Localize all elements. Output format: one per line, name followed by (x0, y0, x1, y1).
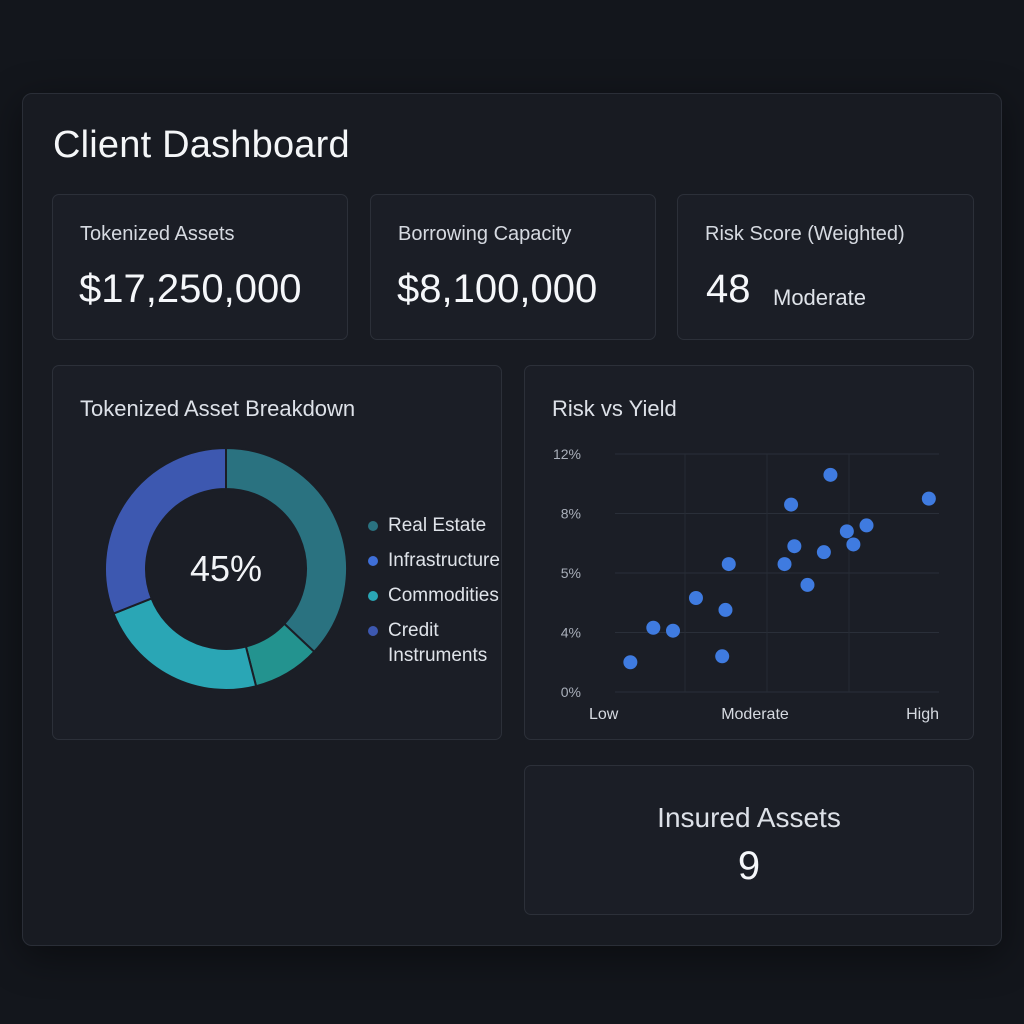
borrowing-capacity-label: Borrowing Capacity (398, 223, 572, 245)
insured-assets-card[interactable]: Insured Assets 9 (524, 765, 974, 915)
scatter-point-7[interactable] (721, 557, 736, 572)
donut-slice-real-estate (225, 446, 348, 654)
risk-score-value: 48 (706, 267, 751, 311)
scatter-point-8[interactable] (777, 557, 792, 572)
y-tick-label-4: 4% (561, 625, 581, 641)
scatter-point-1[interactable] (623, 655, 638, 670)
legend-item-credit-instruments: Credit Instruments (368, 618, 508, 668)
x-tick-label-low: Low (589, 706, 619, 723)
donut-center-label: 45% (189, 548, 263, 589)
scatter-point-3[interactable] (666, 623, 680, 638)
scatter-point-17[interactable] (921, 491, 936, 506)
legend-item-infrastructure: Infrastructure (368, 548, 508, 573)
page-title: Client Dashboard (53, 124, 350, 166)
risk-yield-title: Risk vs Yield (552, 396, 677, 421)
asset-breakdown-card: Tokenized Asset Breakdown 45% Real Estat… (52, 365, 502, 740)
x-tick-label-high: High (906, 706, 939, 723)
scatter-chart: 0% 4% 5% 8% 12% Low Moderate High (553, 446, 939, 723)
legend-label-commodities: Commodities (388, 585, 499, 606)
insured-assets-label: Insured Assets (657, 802, 841, 833)
donut-legend: Real Estate Infrastructure Commodities C… (368, 513, 508, 678)
dashboard-panel: Client Dashboard Tokenized Assets $17,25… (22, 93, 1002, 946)
tokenized-assets-label: Tokenized Assets (80, 223, 235, 245)
scatter-point-4[interactable] (688, 590, 703, 605)
scatter-point-6[interactable] (718, 602, 733, 617)
insured-assets-value: 9 (737, 844, 761, 888)
scatter-point-14[interactable] (839, 524, 854, 539)
scatter-point-2[interactable] (646, 620, 661, 635)
legend-item-commodities: Commodities (368, 583, 508, 608)
borrowing-capacity-card[interactable]: Borrowing Capacity $8,100,000 (370, 194, 656, 340)
donut-chart (104, 446, 348, 691)
scatter-point-11[interactable] (800, 577, 815, 592)
risk-score-label: Risk Score (Weighted) (705, 223, 905, 245)
scatter-point-10[interactable] (787, 539, 802, 554)
legend-dot-commodities (368, 591, 378, 601)
y-tick-label-0: 0% (561, 684, 581, 700)
x-tick-label-moderate: Moderate (721, 706, 789, 723)
tokenized-assets-value: $17,250,000 (79, 267, 302, 311)
legend-dot-real-estate (368, 521, 378, 531)
asset-breakdown-title: Tokenized Asset Breakdown (80, 396, 356, 421)
scatter-point-15[interactable] (846, 537, 861, 552)
y-tick-label-5: 5% (561, 565, 581, 581)
scatter-point-13[interactable] (823, 467, 838, 482)
y-tick-label-12: 12% (553, 446, 581, 462)
legend-dot-credit-instruments (368, 626, 378, 636)
scatter-point-12[interactable] (816, 545, 831, 560)
legend-label-real-estate: Real Estate (388, 515, 487, 536)
risk-score-rating: Moderate (773, 285, 866, 310)
legend-label-credit-instruments: Credit Instruments (388, 620, 488, 666)
legend-dot-infrastructure (368, 556, 378, 566)
scatter-point-9[interactable] (784, 497, 799, 512)
donut-slice-credit-instruments (104, 446, 227, 615)
tokenized-assets-card[interactable]: Tokenized Assets $17,250,000 (52, 194, 348, 340)
risk-yield-card: Risk vs Yield 0% 4% 5% 8% 12% Low Moderate High (524, 365, 974, 740)
scatter-point-5[interactable] (715, 649, 730, 664)
y-tick-label-8: 8% (561, 506, 581, 522)
donut-slice-infrastructure (112, 597, 258, 691)
borrowing-capacity-value: $8,100,000 (397, 267, 598, 311)
legend-label-infrastructure: Infrastructure (388, 550, 500, 571)
legend-item-real-estate: Real Estate (368, 513, 508, 538)
risk-score-card[interactable]: Risk Score (Weighted) 48 Moderate (677, 194, 974, 340)
scatter-point-16[interactable] (859, 518, 874, 533)
